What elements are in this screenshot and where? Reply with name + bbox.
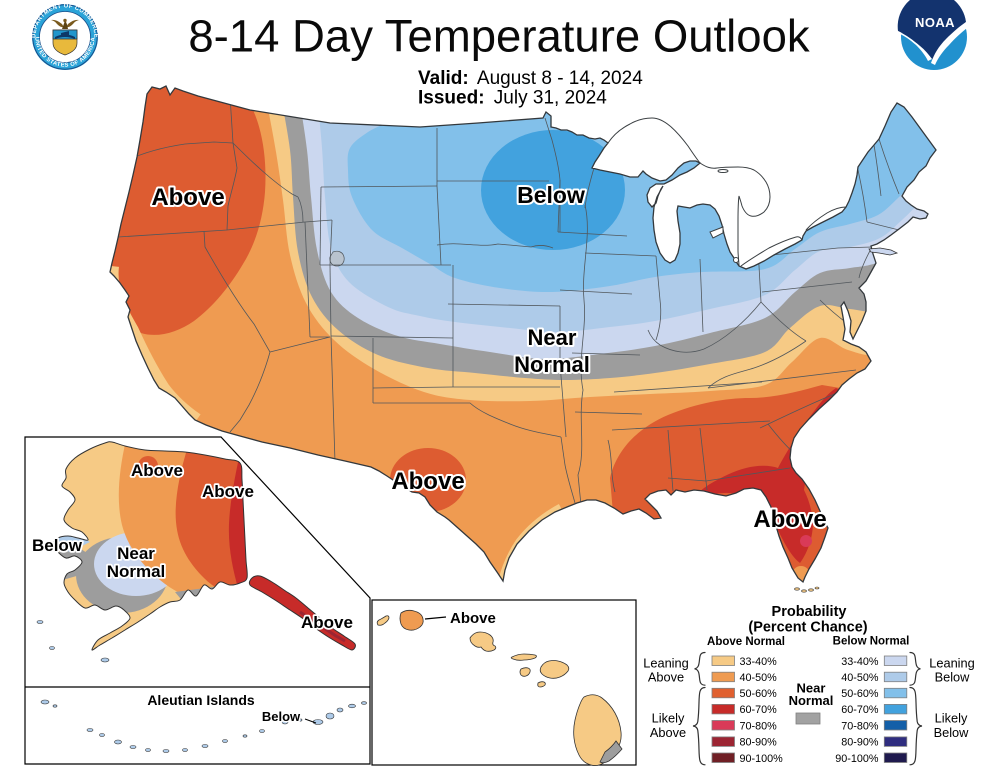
svg-text:Leaning: Leaning (643, 656, 689, 671)
svg-text:Leaning: Leaning (929, 656, 975, 671)
svg-text:(Percent Chance): (Percent Chance) (748, 620, 867, 636)
svg-text:NOAA: NOAA (915, 15, 955, 30)
svg-text:Issued: July 31, 2024: Issued: July 31, 2024 (418, 88, 607, 109)
svg-text:33-40%: 33-40% (841, 656, 879, 668)
svg-text:80-90%: 80-90% (740, 737, 778, 749)
svg-text:Above: Above (753, 506, 826, 533)
svg-text:Near: Near (797, 681, 826, 696)
svg-text:Above: Above (151, 184, 224, 211)
svg-text:Above: Above (648, 670, 684, 685)
svg-text:Above: Above (450, 610, 496, 627)
svg-text:Normal: Normal (107, 562, 166, 581)
svg-text:Below: Below (934, 725, 970, 740)
svg-text:8-14 Day Temperature Outlook: 8-14 Day Temperature Outlook (188, 11, 810, 62)
svg-text:70-80%: 70-80% (841, 720, 879, 732)
svg-text:Below: Below (262, 709, 301, 724)
svg-text:Normal: Normal (514, 352, 590, 377)
svg-text:40-50%: 40-50% (740, 672, 778, 684)
svg-text:Aleutian Islands: Aleutian Islands (147, 692, 255, 708)
svg-text:Normal: Normal (789, 693, 834, 708)
svg-text:Likely: Likely (652, 711, 685, 726)
svg-text:Above: Above (202, 482, 254, 501)
svg-text:90-100%: 90-100% (835, 753, 879, 765)
svg-text:Near: Near (528, 325, 577, 350)
svg-text:50-60%: 50-60% (740, 688, 778, 700)
svg-text:Above: Above (301, 613, 353, 632)
svg-text:80-90%: 80-90% (841, 737, 879, 749)
svg-text:70-80%: 70-80% (740, 720, 778, 732)
svg-text:Below: Below (32, 536, 83, 555)
svg-text:Near: Near (117, 544, 155, 563)
svg-text:Below Normal: Below Normal (833, 636, 910, 648)
svg-text:Above: Above (650, 725, 686, 740)
svg-text:Valid: August 8 - 14, 2024: Valid: August 8 - 14, 2024 (418, 68, 643, 89)
svg-text:Likely: Likely (935, 711, 968, 726)
svg-text:Above: Above (391, 468, 464, 495)
svg-text:90-100%: 90-100% (740, 753, 784, 765)
svg-text:Above Normal: Above Normal (707, 636, 785, 648)
svg-text:Above: Above (131, 461, 183, 480)
svg-text:60-70%: 60-70% (740, 704, 778, 716)
svg-text:33-40%: 33-40% (740, 656, 778, 668)
svg-text:Below: Below (935, 670, 971, 685)
svg-text:60-70%: 60-70% (841, 704, 879, 716)
svg-text:Below: Below (517, 182, 585, 208)
svg-text:40-50%: 40-50% (841, 672, 879, 684)
svg-text:50-60%: 50-60% (841, 688, 879, 700)
svg-text:Probability: Probability (772, 604, 847, 620)
